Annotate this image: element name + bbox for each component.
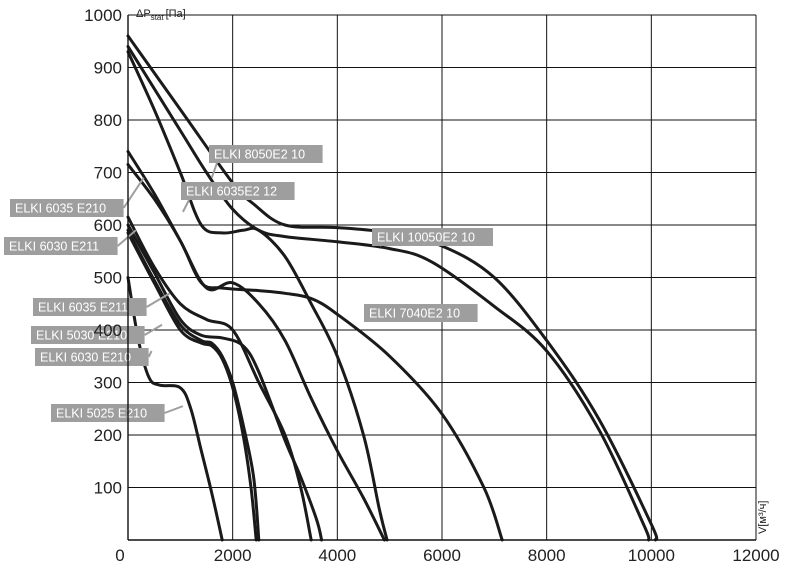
callout-pointer [182,199,190,213]
y-tick-label: 700 [94,164,122,183]
grid [128,14,757,540]
x-tick-label: 0 [115,546,124,565]
y-tick-label: 400 [94,321,122,340]
series-label: ELKI 5025 E210 [56,407,147,421]
callout-pointer [116,229,137,247]
callout-elki-8050e2-10: ELKI 8050E2 10 [209,145,323,179]
y-tick-label: 200 [94,426,122,445]
series-label: ELKI 7040E2 10 [369,307,460,321]
x-axis-label: V[м³/ч] [757,501,769,534]
callout-box [209,145,323,163]
callout-box [10,199,124,217]
y-axis-label: ΔPstat [Па] [136,8,186,22]
x-tick-label: 8000 [528,546,566,565]
series-label: ELKI 6035 E211 [38,301,128,315]
curve-elki-6035-e211 [126,223,324,542]
callout-elki-6035-e211: ELKI 6035 E211 [33,292,171,316]
callout-box [364,304,478,322]
curve-elki-6035e2-12 [126,50,389,542]
series-label: ELKI 10050E2 10 [377,231,475,245]
curve-elki-8050e2-10 [126,45,651,542]
series-label: ELKI 6030 E211 [9,240,99,254]
curve-elki-6035-e210 [126,150,386,542]
callout-box [35,348,149,366]
series-label: ELKI 6030 E210 [40,351,131,365]
callout-box [4,237,118,255]
y-tick-label: 500 [94,269,122,288]
callout-elki-6035e2-12: ELKI 6035E2 12 [181,182,295,213]
callout-pointer [122,177,145,209]
y-tick-label: 800 [94,111,122,130]
callout-box [51,404,165,422]
series-label: ELKI 5030 E210 [36,329,127,343]
callout-box [31,326,145,344]
x-tick-label: 4000 [318,546,356,565]
x-tick-label: 2000 [214,546,252,565]
callout-pointer [147,350,153,358]
curve-elki-6030-e211 [126,215,313,542]
y-tick-label: 900 [94,59,122,78]
callout-elki-6030-e211: ELKI 6030 E211 [4,229,137,255]
y-tick-label: 1000 [84,6,122,25]
x-tick-label: 10000 [628,546,675,565]
callout-pointer [164,405,184,414]
callout-box [33,298,147,316]
callout-pointer [144,323,163,336]
callout-pointer [146,292,171,308]
callout-elki-7040e2-10: ELKI 7040E2 10 [364,304,478,323]
callouts: ELKI 8050E2 10 ELKI 6035E2 12 ELKI 10050E2… [4,145,493,422]
callout-elki-5025-e210: ELKI 5025 E210 [51,404,184,422]
callout-pointer [210,162,218,179]
callout-box [372,228,493,246]
callout-elki-5030-e210: ELKI 5030 E210 [31,323,163,344]
x-tick-label: 6000 [423,546,461,565]
callout-box [181,182,295,200]
y-tick-label: 300 [94,374,122,393]
x-tick-label: 12000 [732,546,779,565]
y-tick-label: 100 [94,479,122,498]
series-label: ELKI 6035 E210 [15,202,106,216]
series-label: ELKI 8050E2 10 [214,148,305,162]
curves [126,34,659,542]
callout-elki-6030-e210: ELKI 6030 E210 [35,348,153,366]
callout-elki-10050e2-10: ELKI 10050E2 10 [372,228,493,247]
curve-elki-6030-e210 [126,231,258,542]
callout-elki-6035-e210: ELKI 6035 E210 [10,177,145,217]
series-label: ELKI 6035E2 12 [186,185,277,199]
curve-elki-5030-e210 [126,228,261,542]
y-tick-label: 600 [94,216,122,235]
curve-elki-7040e2-10 [126,163,504,542]
